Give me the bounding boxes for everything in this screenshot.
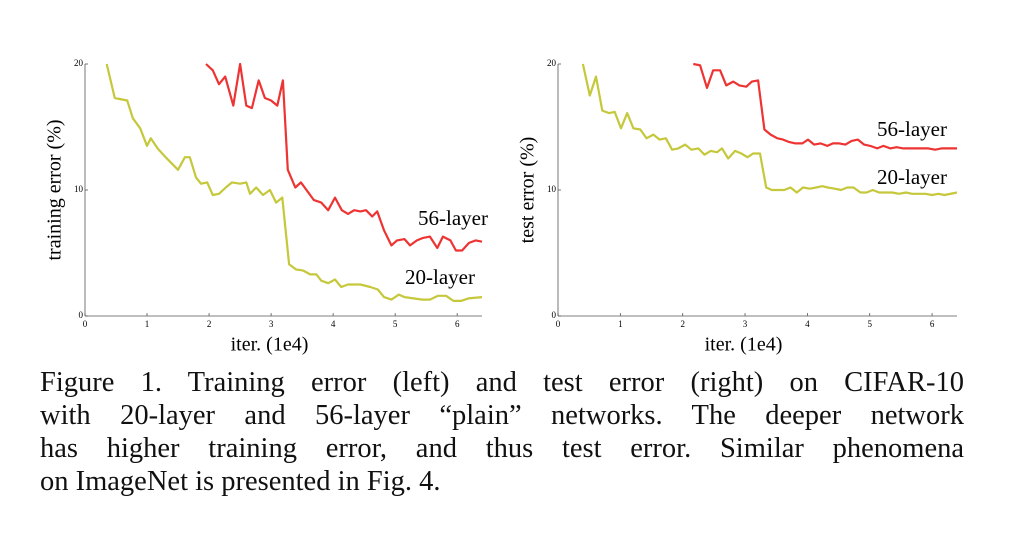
- x-axis-label: iter. (1e4): [231, 334, 309, 356]
- x-tick-label: 2: [680, 319, 685, 329]
- caption-line: has higher training error, and thus test…: [40, 433, 964, 464]
- y-tick-label: 0: [79, 310, 84, 320]
- x-tick-label: 5: [393, 319, 398, 329]
- x-tick-label: 6: [455, 319, 460, 329]
- x-axis-label: iter. (1e4): [705, 334, 783, 356]
- y-axis-label: test error (%): [517, 137, 539, 244]
- caption: Figure 1. Training error (left) and test…: [40, 366, 964, 498]
- series-label: 56-layer: [418, 206, 488, 230]
- x-tick-label: 1: [145, 319, 150, 329]
- series-label: 20-layer: [405, 265, 475, 289]
- x-tick-label: 0: [83, 319, 88, 329]
- y-tick-label: 20: [74, 58, 84, 68]
- y-tick-label: 10: [547, 184, 557, 194]
- x-tick-label: 4: [331, 319, 336, 329]
- x-tick-label: 5: [867, 319, 872, 329]
- x-tick-label: 3: [743, 319, 748, 329]
- y-tick-label: 0: [552, 310, 557, 320]
- series-label: 20-layer: [877, 165, 947, 189]
- caption-line: on ImageNet is presented in Fig. 4.: [40, 466, 441, 497]
- x-tick-label: 6: [930, 319, 935, 329]
- series-line: [105, 63, 483, 302]
- series-line: [693, 62, 957, 151]
- caption-line: with 20-layer and 56-layer “plain” netwo…: [40, 400, 964, 431]
- x-tick-label: 0: [556, 319, 561, 329]
- series-label: 56-layer: [877, 117, 947, 141]
- y-axis-label: training error (%): [44, 119, 66, 260]
- y-tick-label: 20: [547, 58, 557, 68]
- series-line: [581, 63, 958, 197]
- caption-line: Figure 1. Training error (left) and test…: [40, 367, 964, 398]
- y-tick-label: 10: [74, 184, 84, 194]
- series-line: [205, 62, 483, 252]
- x-tick-label: 1: [618, 319, 623, 329]
- x-tick-label: 4: [805, 319, 810, 329]
- x-tick-label: 3: [269, 319, 274, 329]
- x-tick-label: 2: [207, 319, 212, 329]
